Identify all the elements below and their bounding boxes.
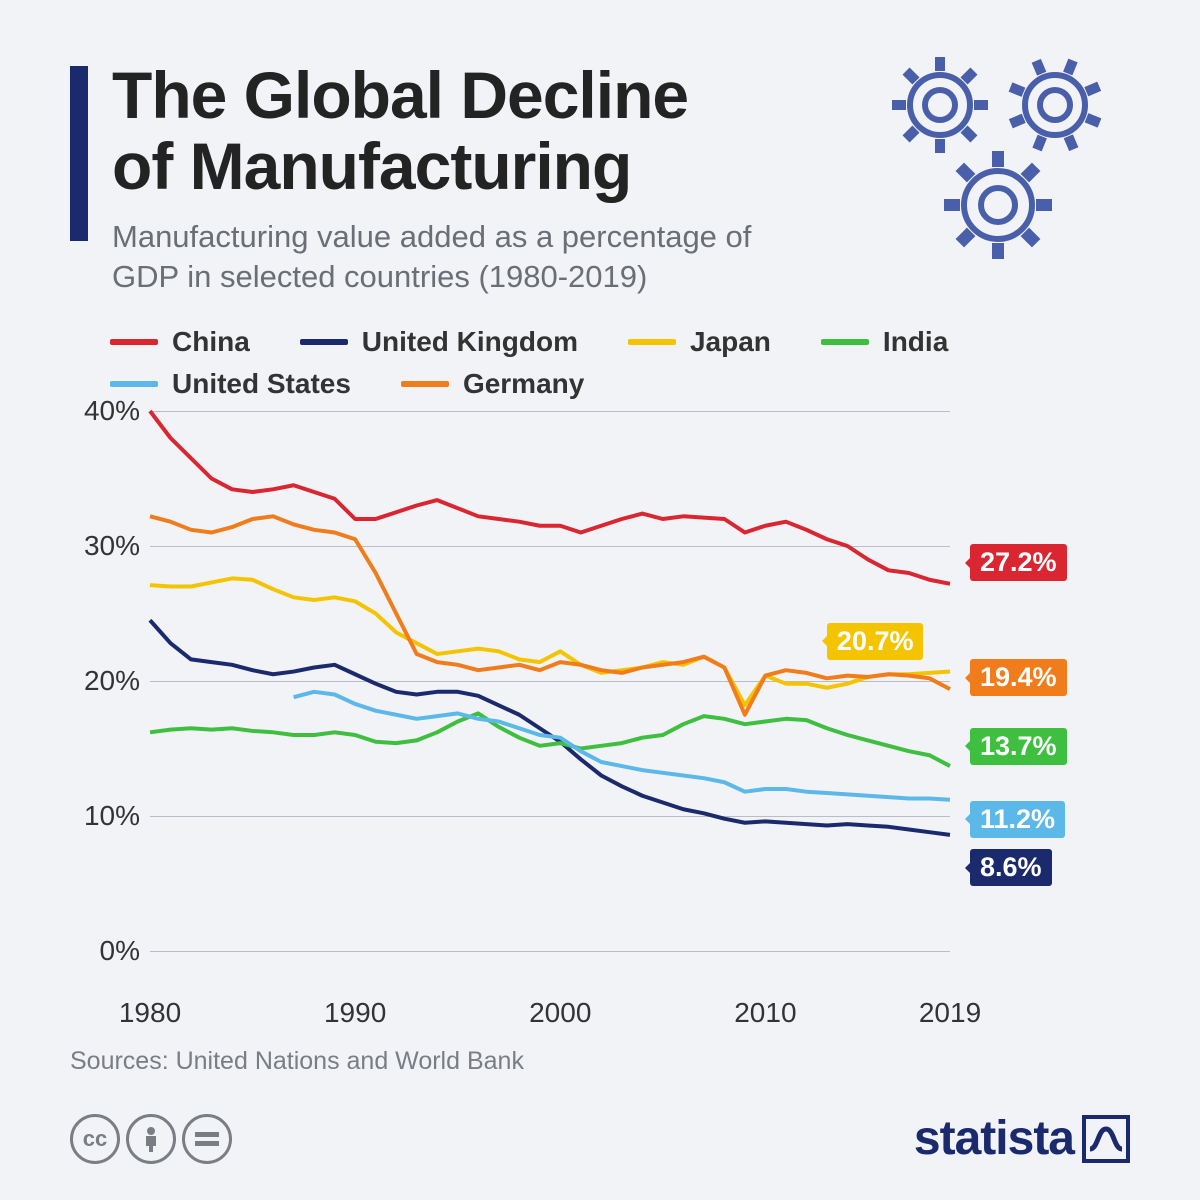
badge-pointer [956, 554, 974, 572]
title-line-2: of Manufacturing [112, 129, 631, 203]
legend-item: China [110, 325, 250, 359]
series-end-label: 19.4% [970, 659, 1067, 696]
legend-item: United Kingdom [300, 325, 578, 359]
legend-swatch [110, 381, 158, 387]
legend-item: United States [110, 367, 351, 401]
badge-pointer [956, 859, 974, 877]
badge-pointer [956, 810, 974, 828]
header: The Global Decline of Manufacturing Manu… [70, 60, 1130, 297]
series-end-label: 8.6% [970, 849, 1052, 886]
brand-text: statista [914, 1111, 1074, 1166]
legend-label: China [172, 326, 250, 358]
x-tick-label: 2000 [529, 997, 591, 1029]
gears-icon [880, 50, 1140, 310]
legend-swatch [628, 339, 676, 345]
title-line-1: The Global Decline [112, 58, 688, 132]
x-tick-label: 1990 [324, 997, 386, 1029]
series-line [150, 714, 950, 767]
accent-bar [70, 66, 88, 241]
legend-swatch [401, 381, 449, 387]
legend-item: India [821, 325, 948, 359]
legend-label: United States [172, 368, 351, 400]
legend-swatch [300, 339, 348, 345]
legend-label: India [883, 326, 948, 358]
series-end-label: 11.2% [970, 801, 1065, 838]
sources-note: Sources: United Nations and World Bank [70, 1047, 1130, 1076]
by-icon [126, 1114, 176, 1164]
legend-item: Japan [628, 325, 771, 359]
x-tick-label: 2010 [734, 997, 796, 1029]
badge-pointer [813, 632, 831, 650]
x-tick-label: 2019 [919, 997, 981, 1029]
x-tick-label: 1980 [119, 997, 181, 1029]
legend-swatch [821, 339, 869, 345]
legend-item: Germany [401, 367, 584, 401]
series-end-label: 13.7% [970, 728, 1067, 765]
legend-label: Germany [463, 368, 584, 400]
series-line [150, 411, 950, 584]
badge-pointer [956, 737, 974, 755]
cc-icon: cc [70, 1114, 120, 1164]
nd-icon [182, 1114, 232, 1164]
badge-pointer [956, 669, 974, 687]
license-icons: cc [70, 1114, 232, 1164]
series-end-label: 27.2% [970, 544, 1067, 581]
statista-logo: statista [914, 1111, 1130, 1166]
series-end-label: 20.7% [827, 623, 924, 660]
footer: cc statista [70, 1111, 1130, 1166]
legend-swatch [110, 339, 158, 345]
legend-label: Japan [690, 326, 771, 358]
chart-svg [70, 411, 1130, 991]
subtitle: Manufacturing value added as a percentag… [112, 217, 812, 298]
series-line [150, 516, 950, 714]
legend-label: United Kingdom [362, 326, 578, 358]
infographic-container: The Global Decline of Manufacturing Manu… [0, 0, 1200, 1200]
line-chart: 0%10%20%30%40%1980199020002010201927.2%8… [70, 411, 1130, 991]
series-line [294, 692, 950, 800]
legend: China United Kingdom Japan India United Stat… [70, 325, 1130, 401]
